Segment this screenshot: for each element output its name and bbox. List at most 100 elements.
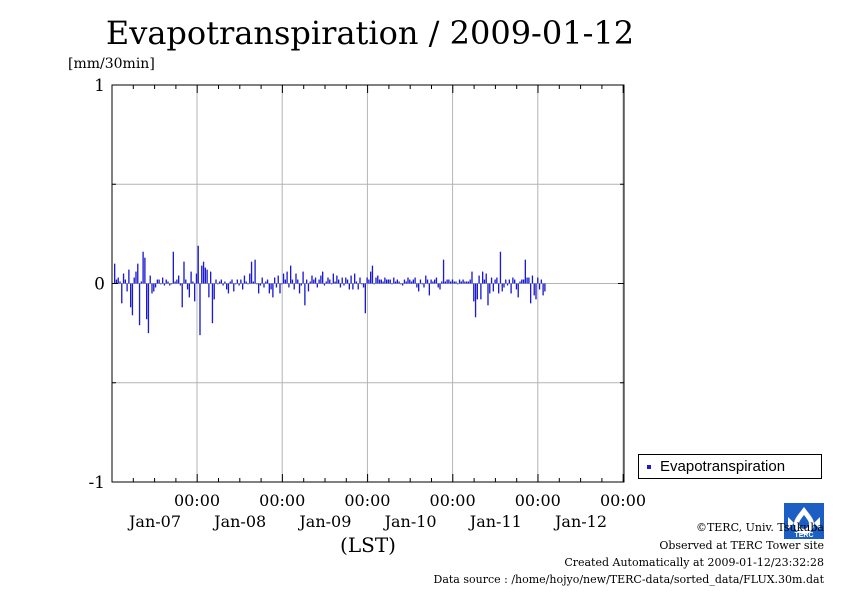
bar — [402, 283, 404, 286]
bar — [131, 283, 134, 316]
bar — [302, 271, 304, 284]
bar — [323, 283, 326, 286]
bar-series-evapotranspiration — [114, 245, 546, 336]
bar — [259, 283, 262, 286]
bar — [378, 279, 381, 284]
bar — [343, 283, 345, 286]
bar — [270, 283, 272, 290]
bar — [421, 283, 423, 285]
bar — [471, 271, 473, 284]
bar — [524, 259, 526, 284]
bar — [398, 281, 400, 284]
bar — [476, 283, 478, 300]
bar — [300, 283, 302, 286]
bar — [334, 281, 336, 284]
bar — [190, 271, 192, 284]
bar — [229, 281, 231, 284]
legend-swatch — [647, 465, 651, 469]
bar — [423, 283, 425, 288]
bar — [521, 279, 523, 284]
bar — [282, 273, 285, 284]
bar — [540, 279, 542, 284]
bar — [165, 279, 167, 284]
bar — [506, 283, 509, 286]
bar — [194, 283, 196, 302]
bar — [338, 279, 340, 284]
x-tick-date: Jan-09 — [297, 512, 351, 531]
bar — [373, 283, 375, 285]
bar — [416, 283, 418, 288]
bar — [183, 261, 185, 284]
bar — [426, 279, 429, 284]
bar — [473, 283, 475, 302]
x-tick-date: Jan-11 — [468, 512, 522, 531]
bar — [147, 283, 150, 334]
bar — [178, 275, 180, 284]
bar — [227, 283, 230, 294]
bar — [464, 281, 466, 284]
bar — [206, 269, 208, 284]
bar — [460, 281, 462, 284]
bar — [368, 279, 370, 284]
bar — [478, 275, 480, 284]
bar — [224, 281, 226, 284]
bar — [405, 281, 407, 284]
bar — [298, 283, 301, 294]
bar — [138, 283, 141, 326]
bar — [238, 283, 240, 286]
bar — [330, 283, 333, 285]
bar — [361, 283, 363, 285]
x-tick-time: 00:00 — [430, 491, 476, 510]
bar — [345, 277, 347, 284]
bar — [348, 283, 350, 290]
bar — [306, 279, 308, 284]
bar — [391, 283, 393, 285]
x-tick-time: 00:00 — [600, 491, 646, 510]
y-tick-label: -1 — [88, 473, 105, 493]
bar — [377, 275, 379, 284]
bar — [279, 283, 281, 294]
bar — [295, 273, 297, 284]
bar — [307, 283, 310, 292]
bar — [208, 283, 210, 298]
credit-created: Created Automatically at 2009-01-12/23:3… — [564, 556, 824, 569]
bar — [362, 283, 365, 288]
bar — [114, 263, 116, 284]
bar — [375, 277, 377, 284]
bar — [483, 279, 486, 284]
bar — [163, 283, 166, 286]
bar — [151, 283, 153, 294]
bar — [526, 277, 528, 284]
bar — [508, 279, 510, 284]
chart-title: Evapotranspiration / 2009-01-12 — [105, 14, 635, 52]
bar — [320, 275, 322, 284]
bar — [314, 277, 317, 284]
bar — [364, 283, 366, 314]
logo-text: TERC — [794, 532, 813, 539]
bar — [144, 257, 146, 284]
bar — [451, 279, 454, 284]
x-tick-date: Jan-08 — [212, 512, 266, 531]
bar — [222, 283, 224, 286]
bar — [313, 279, 315, 284]
bar — [117, 277, 119, 284]
bar — [130, 283, 132, 308]
bar — [535, 283, 537, 300]
bar — [243, 275, 246, 284]
bar — [531, 275, 534, 284]
bar — [519, 281, 521, 284]
bar — [393, 277, 395, 284]
bar — [316, 283, 318, 288]
bar — [192, 281, 194, 284]
bar — [514, 279, 516, 284]
x-tick-date: Jan-07 — [127, 512, 181, 531]
bar — [236, 279, 238, 284]
bar — [327, 277, 329, 284]
bar — [277, 275, 279, 284]
bar — [149, 275, 151, 284]
bar — [256, 283, 258, 285]
bar — [309, 281, 311, 284]
x-tick-time: 00:00 — [259, 491, 305, 510]
x-axis-label: (LST) — [340, 533, 396, 557]
